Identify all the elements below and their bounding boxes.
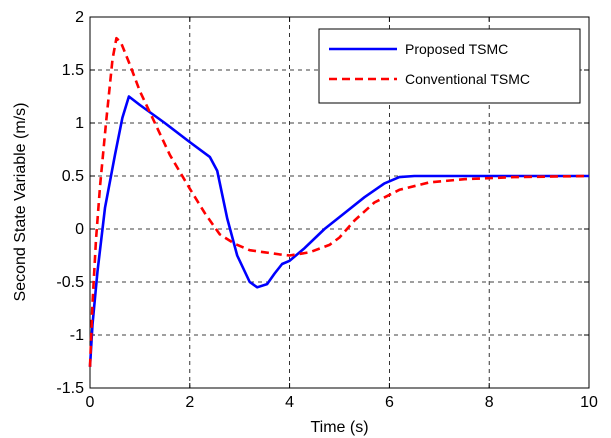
y-tick-label: 1.5 xyxy=(62,62,84,79)
y-tick-label: -0.5 xyxy=(56,274,84,291)
x-tick-label: 2 xyxy=(185,394,194,411)
legend-entry-label: Conventional TSMC xyxy=(405,71,530,87)
legend-entry-label: Proposed TSMC xyxy=(405,41,508,57)
series-lines xyxy=(88,36,590,367)
y-tick-label: 1 xyxy=(75,115,84,132)
y-tick-label: 0.5 xyxy=(62,168,84,185)
y-axis-label: Second State Variable (m/s) xyxy=(12,103,29,302)
grid xyxy=(90,17,589,388)
y-tick-label: -1 xyxy=(70,327,84,344)
x-tick-label: 10 xyxy=(580,394,598,411)
x-axis-label: Time (s) xyxy=(310,419,368,436)
legend-box xyxy=(318,28,581,104)
x-tick-label: 0 xyxy=(86,394,95,411)
y-tick-label: 0 xyxy=(75,221,84,238)
legend: Proposed TSMC Conventional TSMC xyxy=(318,28,581,104)
axis-ticks: 0 2 4 6 8 10 -1.5 -1 -0.5 0 0.5 1 1.5 2 xyxy=(56,9,598,411)
plot-frame xyxy=(89,16,590,389)
x-tick-label: 6 xyxy=(385,394,394,411)
series-line-proposed-tsmc xyxy=(88,95,589,367)
y-tick-label: 2 xyxy=(75,9,84,26)
x-tick-label: 4 xyxy=(285,394,294,411)
y-tick-label: -1.5 xyxy=(56,380,84,397)
series-line-conventional-tsmc xyxy=(88,36,590,367)
x-tick-label: 8 xyxy=(485,394,494,411)
